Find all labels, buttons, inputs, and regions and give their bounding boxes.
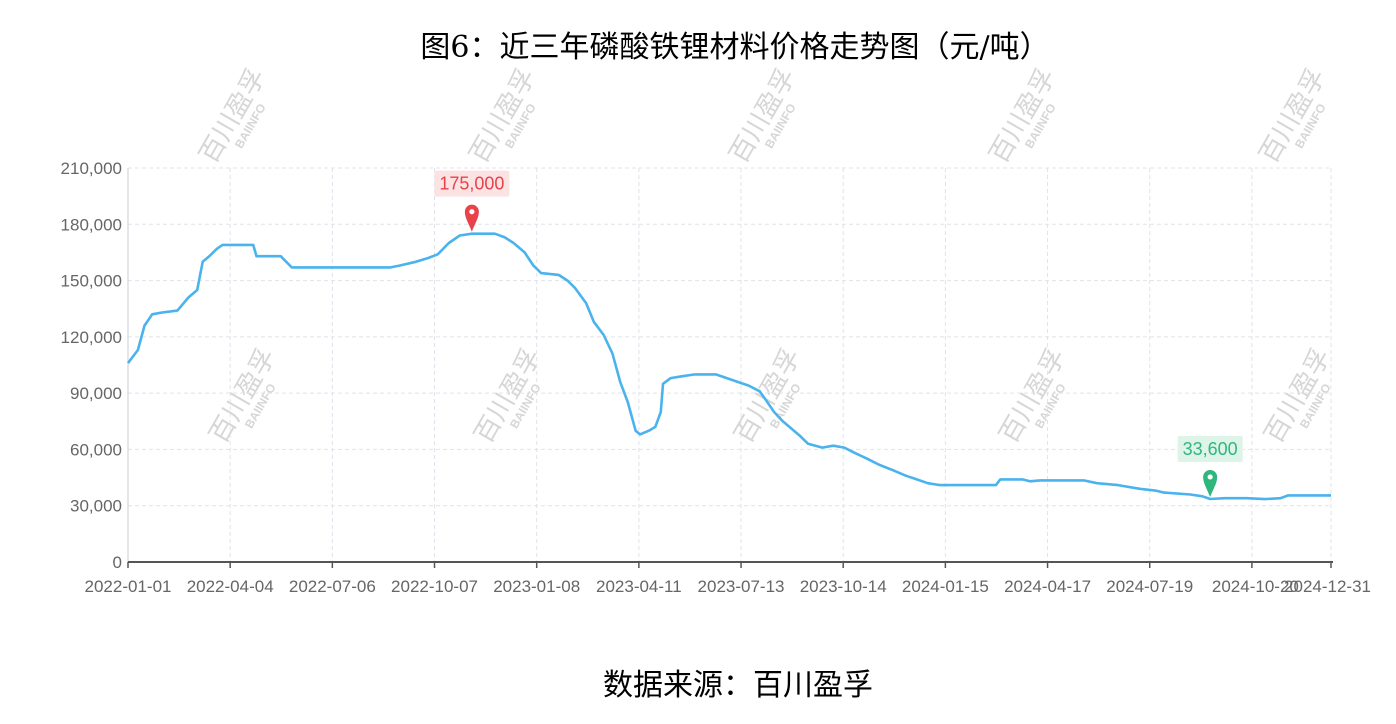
data-source-note: 数据来源：百川盈孚: [603, 668, 873, 703]
x-tick-label: 2023-04-11: [596, 577, 682, 596]
x-tick-label: 2023-01-08: [493, 577, 580, 596]
y-tick-label: 90,000: [70, 384, 122, 403]
y-tick-label: 120,000: [61, 328, 122, 347]
x-tick-label: 2024-10-20: [1212, 577, 1299, 596]
annotation-layer: 175,000 33,600: [434, 170, 1243, 497]
x-axis-ticks: 2022-01-01 2022-04-04 2022-07-06 2022-10-07…: [85, 562, 1371, 596]
y-axis-ticks: 0 30,000 60,000 90,000 120,000 150,000 180,000…: [61, 159, 122, 572]
grid-lines: [127, 167, 1332, 562]
x-tick-label: 2023-10-14: [800, 577, 887, 596]
y-tick-label: 150,000: [61, 272, 122, 291]
y-tick-label: 0: [113, 553, 122, 572]
x-tick-label: 2024-07-19: [1106, 577, 1193, 596]
chart-title: 图6：近三年磷酸铁锂材料价格走势图（元/吨）: [420, 30, 1050, 65]
price-series-line: [126, 232, 1331, 501]
map-pin-icon: [1203, 469, 1218, 497]
x-tick-label: 2024-04-17: [1004, 577, 1091, 596]
min-label-box: [1177, 435, 1243, 462]
x-tick-label: 2024-01-15: [902, 577, 989, 596]
pin-dot: [1207, 474, 1213, 480]
y-tick-label: 210,000: [61, 159, 122, 178]
y-tick-label: 180,000: [61, 215, 122, 234]
x-tick-label: 2024-12-31: [1284, 577, 1371, 596]
max-label-box: [434, 170, 510, 197]
y-tick-label: 60,000: [70, 440, 122, 459]
max-annotation: 175,000: [434, 170, 510, 232]
map-pin-icon: [464, 204, 479, 232]
x-tick-label: 2023-07-13: [698, 577, 785, 596]
max-value-label: 175,000: [439, 174, 504, 194]
x-tick-label: 2022-01-01: [85, 577, 172, 596]
x-tick-label: 2022-07-06: [289, 577, 376, 596]
min-annotation: 33,600: [1177, 435, 1243, 497]
x-tick-label: 2022-10-07: [391, 577, 478, 596]
pin-dot: [469, 209, 475, 215]
y-tick-label: 30,000: [70, 497, 122, 516]
min-value-label: 33,600: [1183, 439, 1238, 459]
x-tick-label: 2022-04-04: [187, 577, 274, 596]
